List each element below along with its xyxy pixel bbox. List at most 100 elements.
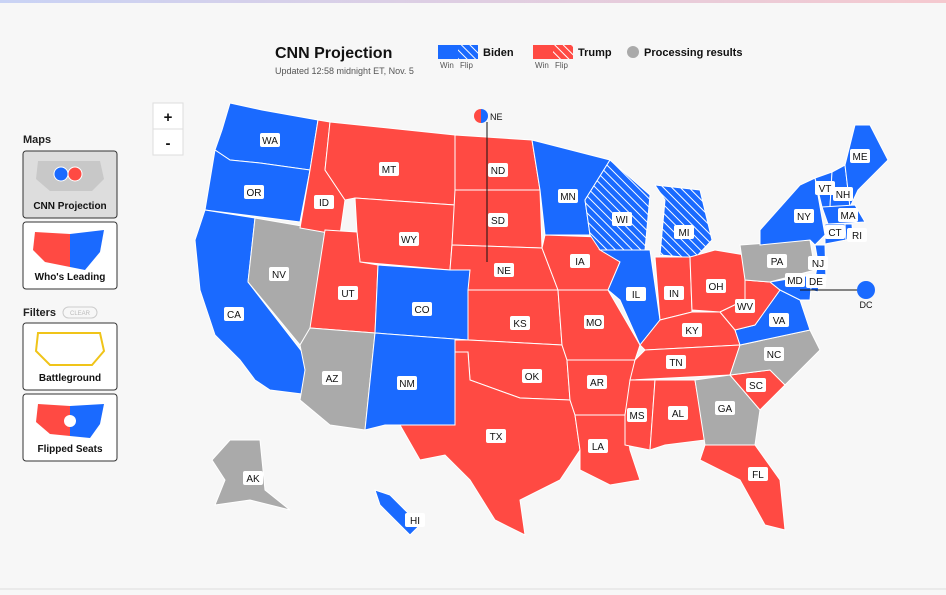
dc-bubble[interactable] xyxy=(857,281,875,299)
state-label-bg xyxy=(488,163,508,177)
state-label-bg xyxy=(785,273,805,287)
state-label: OH xyxy=(709,282,724,293)
state-label: NM xyxy=(399,379,415,390)
state-label: NY xyxy=(797,212,811,223)
state[interactable] xyxy=(653,184,713,259)
button-icon xyxy=(34,332,106,366)
state-label-bg xyxy=(494,263,514,277)
legend-sublabel: Flip xyxy=(460,61,473,70)
state-label-bg xyxy=(838,208,858,222)
state-label: TN xyxy=(669,358,682,369)
state-label-bg xyxy=(808,256,828,270)
legend-swatch xyxy=(458,45,478,59)
state-label-bg xyxy=(558,189,578,203)
ne-bubble-left[interactable] xyxy=(474,109,481,123)
filters-heading: Filters xyxy=(23,307,56,319)
state[interactable] xyxy=(399,351,581,536)
callout-label: NE xyxy=(490,112,503,122)
state-label-bg xyxy=(379,162,399,176)
maps-heading: Maps xyxy=(23,134,51,146)
state[interactable] xyxy=(374,489,421,536)
button-label[interactable]: Who's Leading xyxy=(35,272,106,283)
state-label: OR xyxy=(247,188,262,199)
state-label-bg xyxy=(806,274,826,288)
state-label-bg xyxy=(584,315,604,329)
state-label: NC xyxy=(767,350,781,361)
state-label: DE xyxy=(809,277,823,288)
state-label-bg xyxy=(405,513,425,527)
ne-bubble-right[interactable] xyxy=(481,109,488,123)
legend-swatch xyxy=(533,45,553,59)
state-label-bg xyxy=(522,369,542,383)
state-label-bg xyxy=(668,406,688,420)
legend-label: Biden xyxy=(483,47,514,59)
button-icon xyxy=(53,166,69,182)
legend-label: Processing results xyxy=(644,47,742,59)
legend-sublabel: Flip xyxy=(555,61,568,70)
state-label: MD xyxy=(787,276,803,287)
state-label-bg xyxy=(769,313,789,327)
zoom-button[interactable]: + xyxy=(164,109,173,126)
button-label[interactable]: CNN Projection xyxy=(33,201,106,212)
state-label-bg xyxy=(588,439,608,453)
state-label: HI xyxy=(410,516,420,527)
button-label[interactable]: Battleground xyxy=(39,373,101,384)
button-icon xyxy=(64,415,76,427)
clear-label[interactable]: CLEAR xyxy=(70,311,91,317)
state-label: MT xyxy=(382,165,396,176)
state-label: SD xyxy=(491,216,505,227)
button-icon xyxy=(70,404,104,438)
state-label-bg xyxy=(612,212,632,226)
updated: Updated 12:58 midnight ET, Nov. 5 xyxy=(275,66,414,76)
legend-sublabel: Win xyxy=(535,61,549,70)
state-label: MA xyxy=(841,211,856,222)
sidebar-button[interactable] xyxy=(22,322,118,391)
state-label-bg xyxy=(847,228,867,242)
state-label: AZ xyxy=(326,374,339,385)
state-label-bg xyxy=(715,401,735,415)
state-label: MI xyxy=(678,228,689,239)
state-label: VT xyxy=(819,184,832,195)
state-label-bg xyxy=(682,323,702,337)
legend-swatch xyxy=(438,45,458,59)
state-label: WI xyxy=(616,215,628,226)
button-icon xyxy=(36,404,70,436)
state-label-bg xyxy=(674,225,694,239)
state[interactable] xyxy=(699,444,786,531)
top-bar xyxy=(0,0,946,3)
state-label-bg xyxy=(850,149,870,163)
legend-sublabel: Win xyxy=(440,61,454,70)
state-label-bg xyxy=(833,187,853,201)
state-label: CT xyxy=(828,228,841,239)
state-label-bg xyxy=(322,371,342,385)
state-label-bg xyxy=(626,287,646,301)
state[interactable] xyxy=(759,177,826,246)
state-label: GA xyxy=(718,404,733,415)
title: CNN Projection xyxy=(275,45,392,62)
state[interactable] xyxy=(454,134,541,191)
state-label: NE xyxy=(497,266,511,277)
state-label: IA xyxy=(575,257,585,268)
state-label: WA xyxy=(262,136,278,147)
legend-swatch xyxy=(553,45,573,59)
state-label-bg xyxy=(338,286,358,300)
state-label: AL xyxy=(672,409,685,420)
state-label-bg xyxy=(260,133,280,147)
state-label: MS xyxy=(630,411,645,422)
state-label: NH xyxy=(836,190,850,201)
state-label-bg xyxy=(486,429,506,443)
state-label: FL xyxy=(752,470,764,481)
zoom-button[interactable]: - xyxy=(166,135,171,152)
state-label: TX xyxy=(490,432,503,443)
state-label-bg xyxy=(815,181,835,195)
state-label-bg xyxy=(746,378,766,392)
button-label[interactable]: Flipped Seats xyxy=(37,444,102,455)
state-label: WY xyxy=(401,235,417,246)
state-label: UT xyxy=(341,289,354,300)
button-icon xyxy=(67,166,83,182)
clear-button[interactable] xyxy=(62,306,98,319)
state-label: CA xyxy=(227,310,241,321)
state-label-bg xyxy=(314,195,334,209)
state-label-bg xyxy=(488,213,508,227)
